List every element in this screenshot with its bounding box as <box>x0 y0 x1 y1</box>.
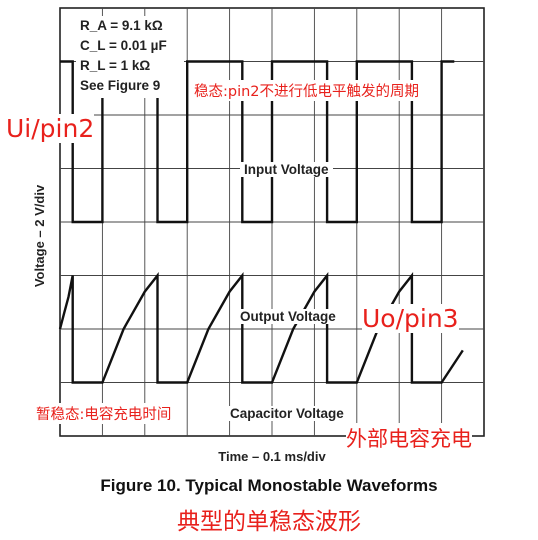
figure-title: Figure 10. Typical Monostable Waveforms <box>100 476 438 495</box>
y-axis-label: Voltage – 2 V/div <box>32 184 47 287</box>
x-axis-label: Time – 0.1 ms/div <box>218 449 326 464</box>
label-capacitor-voltage: Capacitor Voltage <box>226 406 348 421</box>
transient-annotation: 暂稳态:电容充电时间 <box>36 403 172 424</box>
output-voltage-trace <box>60 60 455 224</box>
condition-cl: C_L = 0.01 µF <box>80 38 167 53</box>
condition-ra: R_A = 9.1 kΩ <box>80 18 163 33</box>
steady-state-annotation: 稳态:pin2不进行低电平触发的周期 <box>194 80 420 101</box>
output-pin-annotation: Uo/pin3 <box>362 304 459 333</box>
external-cap-annotation: 外部电容充电 <box>346 423 472 453</box>
input-pin-annotation: Ui/pin2 <box>6 114 95 143</box>
label-output-voltage: Output Voltage <box>236 309 340 324</box>
label-input-voltage: Input Voltage <box>240 162 333 177</box>
condition-figure: See Figure 9 <box>80 78 161 93</box>
condition-rl: R_L = 1 kΩ <box>80 58 151 73</box>
figure-title-cn: 典型的单稳态波形 <box>177 509 361 535</box>
conditions-box: R_A = 9.1 kΩ C_L = 0.01 µF R_L = 1 kΩ Se… <box>76 16 184 98</box>
